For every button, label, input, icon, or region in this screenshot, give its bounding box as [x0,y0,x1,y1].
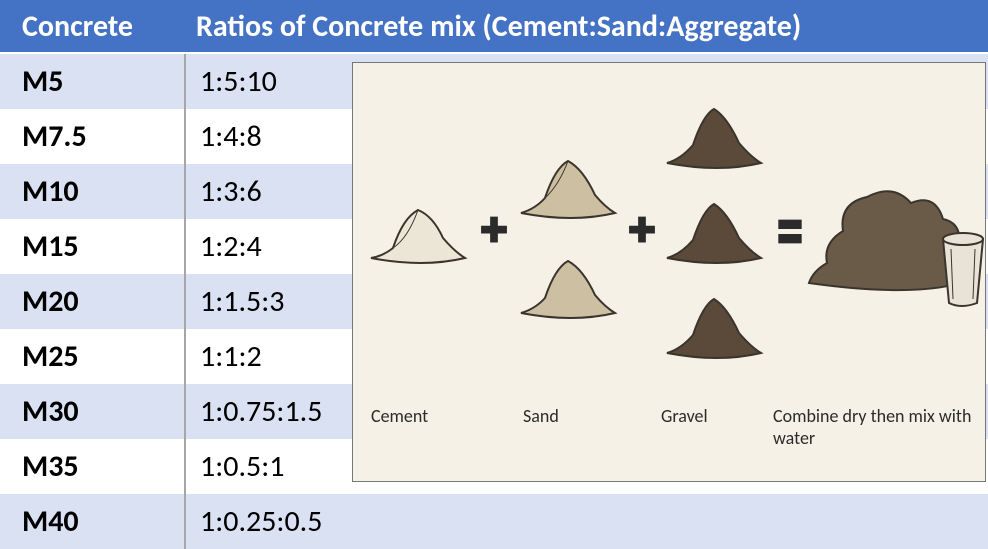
cell-grade: M35 [0,439,186,494]
mix-illustration: ✚ ✚ [352,62,986,482]
mixed-pile [803,153,988,313]
cell-grade: M20 [0,274,186,329]
sand-pile-2 [513,243,623,323]
gravel-pile-3 [659,283,769,363]
cell-grade: M5 [0,54,186,109]
cell-grade: M25 [0,329,186,384]
cell-ratio: 1:0.25:0.5 [186,494,988,549]
cell-grade: M10 [0,164,186,219]
gravel-pile-2 [659,188,769,268]
table-row: M401:0.25:0.5 [0,494,988,549]
illustration-labels: Cement Sand Gravel Combine dry then mix … [353,405,985,435]
label-gravel: Gravel [661,405,708,427]
label-cement: Cement [371,405,428,427]
gravel-pile-1 [659,93,769,173]
cell-grade: M30 [0,384,186,439]
cell-grade: M7.5 [0,109,186,164]
cell-grade: M40 [0,494,186,549]
cell-grade: M15 [0,219,186,274]
table-header: Concrete Ratios of Concrete mix (Cement:… [0,0,988,54]
cement-pile [363,188,473,268]
header-concrete: Concrete [0,0,186,52]
label-combine: Combine dry then mix with water [773,405,985,449]
plus-icon: ✚ [479,211,509,252]
label-sand: Sand [523,405,559,427]
equals-icon: 〓 [775,211,805,251]
plus-icon-2: ✚ [627,211,657,252]
sand-pile-1 [513,143,623,223]
header-ratios: Ratios of Concrete mix (Cement:Sand:Aggr… [186,0,988,52]
